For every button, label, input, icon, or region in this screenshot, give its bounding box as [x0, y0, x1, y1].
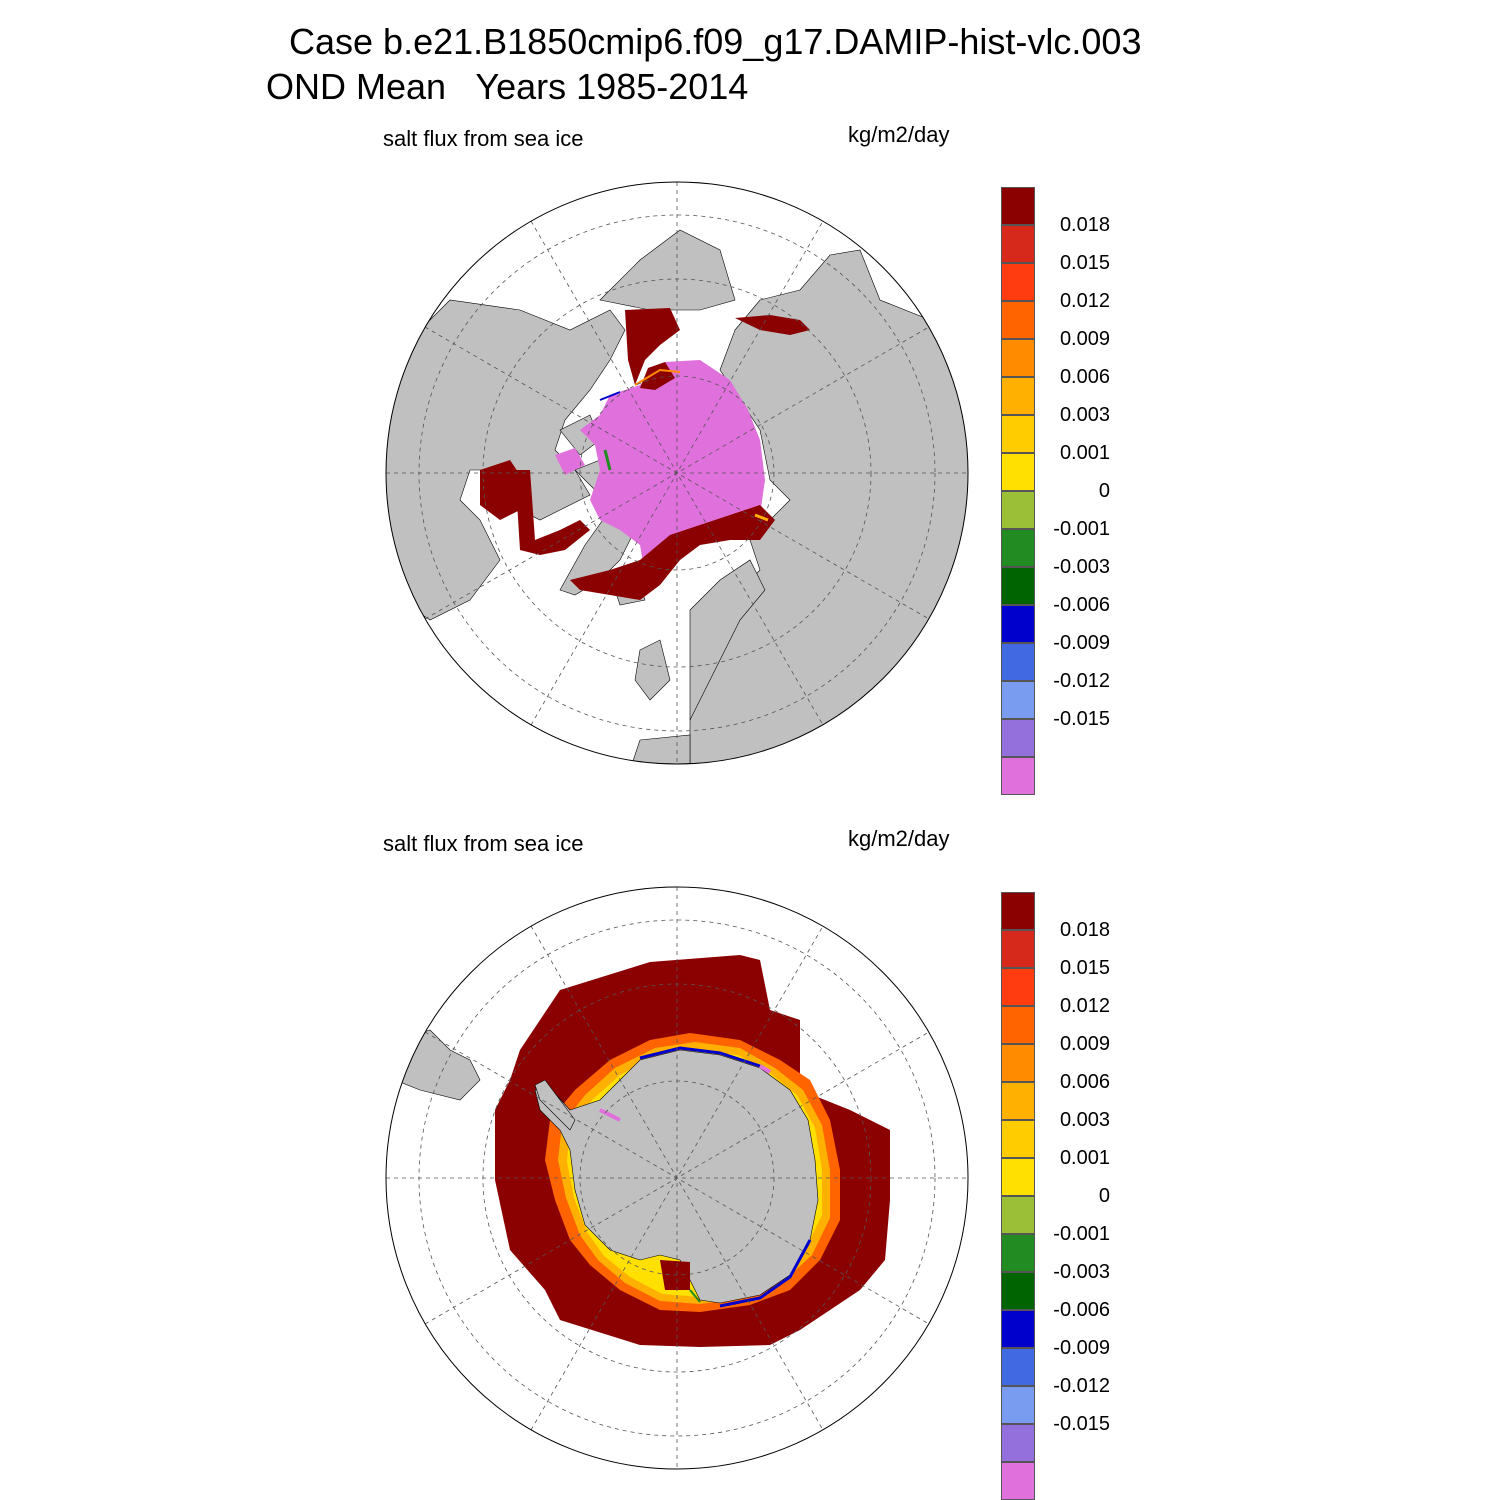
north-colorbar-swatch — [1001, 605, 1035, 643]
south-colorbar-swatch — [1001, 968, 1035, 1006]
north-colorbar-swatch — [1001, 187, 1035, 225]
south-colorbar-label: -0.003 — [1053, 1261, 1110, 1283]
south-colorbar-swatch — [1001, 892, 1035, 930]
north-colorbar-swatch — [1001, 339, 1035, 377]
south-colorbar-label: 0.009 — [1059, 1033, 1110, 1055]
south-panel-units-label: kg/m2/day — [848, 826, 950, 851]
north-colorbar-label: 0.015 — [1059, 252, 1110, 274]
south-colorbar-label: 0.003 — [1059, 1109, 1110, 1131]
north-colorbar-swatch — [1001, 567, 1035, 605]
north-colorbar-swatch — [1001, 719, 1035, 757]
north-colorbar-label: 0.003 — [1059, 404, 1110, 426]
south-colorbar-swatch — [1001, 1424, 1035, 1462]
south-colorbar-label: 0.012 — [1059, 995, 1110, 1017]
north-colorbar-swatch — [1001, 225, 1035, 263]
north-colorbar-label: -0.006 — [1053, 594, 1110, 616]
south-colorbar-swatch — [1001, 1044, 1035, 1082]
south-colorbar-swatch — [1001, 1196, 1035, 1234]
north-land — [386, 229, 968, 764]
north-graticule — [386, 182, 968, 764]
north-colorbar-label: -0.003 — [1053, 556, 1110, 578]
south-colorbar-label: 0.006 — [1059, 1071, 1110, 1093]
south-panel-variable-label: salt flux from sea ice — [383, 831, 584, 856]
south-colorbar-label: 0 — [1098, 1185, 1110, 1207]
south-colorbar-label: 0.001 — [1059, 1147, 1110, 1169]
north-colorbar-label: 0 — [1098, 480, 1110, 502]
north-colorbar-label: -0.012 — [1053, 670, 1110, 692]
south-colorbar-label: -0.006 — [1053, 1299, 1110, 1321]
north-colorbar-label: -0.001 — [1053, 518, 1110, 540]
north-colorbar-swatch — [1001, 301, 1035, 339]
south-colorbar-swatch — [1001, 1386, 1035, 1424]
north-colorbar-label: 0.009 — [1059, 328, 1110, 350]
north-map-border — [385, 181, 969, 765]
north-colorbar-swatch — [1001, 453, 1035, 491]
south-colorbar-swatch — [1001, 1272, 1035, 1310]
south-polar-map — [386, 887, 968, 1469]
south-colorbar-label: 0.018 — [1059, 919, 1110, 941]
main-title-line1: Case b.e21.B1850cmip6.f09_g17.DAMIP-hist… — [289, 21, 1142, 62]
south-colorbar-label: 0.015 — [1059, 957, 1110, 979]
south-colorbar-swatch — [1001, 1234, 1035, 1272]
south-colorbar-swatch — [1001, 1348, 1035, 1386]
south-colorbar-swatch — [1001, 1310, 1035, 1348]
north-colorbar-swatch — [1001, 263, 1035, 301]
north-colorbar-swatch — [1001, 643, 1035, 681]
main-title-line2: OND Mean Years 1985-2014 — [266, 66, 749, 107]
north-colorbar-swatch — [1001, 491, 1035, 529]
south-colorbar-swatch — [1001, 1082, 1035, 1120]
south-colorbar-label: -0.001 — [1053, 1223, 1110, 1245]
south-map-border — [385, 886, 969, 1470]
north-colorbar-label: 0.001 — [1059, 442, 1110, 464]
south-colorbar-swatch — [1001, 1462, 1035, 1500]
north-polar-map — [386, 182, 968, 764]
south-colorbar-swatch — [1001, 930, 1035, 968]
north-colorbar-label: 0.012 — [1059, 290, 1110, 312]
north-colorbar-swatch — [1001, 529, 1035, 567]
north-panel-units-label: kg/m2/day — [848, 122, 950, 147]
south-colorbar-swatch — [1001, 1158, 1035, 1196]
south-colorbar-swatch — [1001, 1006, 1035, 1044]
north-colorbar-label: 0.006 — [1059, 366, 1110, 388]
south-graticule — [386, 887, 968, 1469]
north-colorbar-swatch — [1001, 757, 1035, 795]
north-colorbar-swatch — [1001, 415, 1035, 453]
north-colorbar-swatch — [1001, 377, 1035, 415]
south-colorbar-label: -0.009 — [1053, 1337, 1110, 1359]
north-colorbar-label: -0.009 — [1053, 632, 1110, 654]
north-colorbar-label: 0.018 — [1059, 214, 1110, 236]
north-panel-variable-label: salt flux from sea ice — [383, 126, 584, 151]
south-colorbar-label: -0.015 — [1053, 1413, 1110, 1435]
north-colorbar-label: -0.015 — [1053, 708, 1110, 730]
south-colorbar-label: -0.012 — [1053, 1375, 1110, 1397]
north-dark-red-flux — [480, 308, 810, 600]
north-colorbar-swatch — [1001, 681, 1035, 719]
south-colorbar-swatch — [1001, 1120, 1035, 1158]
